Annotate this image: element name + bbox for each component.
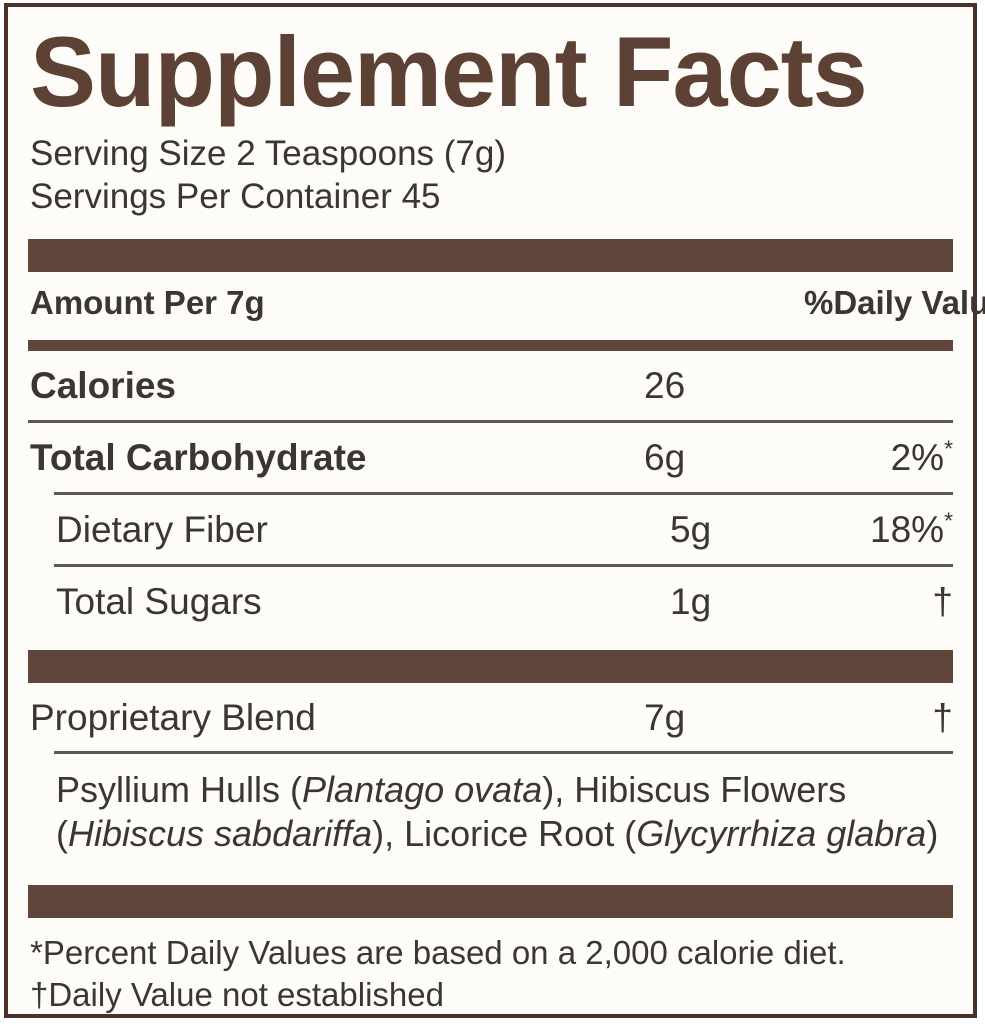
page-title: Supplement Facts	[30, 16, 868, 127]
rule-above-ingredients	[54, 750, 953, 754]
nutrient-amount-total-carbohydrate: 6g	[644, 436, 686, 478]
nutrient-name-total-carbohydrate: Total Carbohydrate	[30, 436, 367, 478]
footnote-percent-daily-value: *Percent Daily Values are based on a 2,0…	[30, 934, 846, 972]
ingredient-botanical-name: Plantago ovata	[302, 768, 543, 810]
blend-name: Proprietary Blend	[30, 696, 316, 738]
ingredient-common-name: ), Hibiscus Flowers (	[56, 768, 847, 855]
dv-marker-total-sugars: †	[932, 580, 953, 622]
footnote-daily-value-not-established: †Daily Value not established	[30, 976, 444, 1014]
table-row-calories: Calories 26	[28, 351, 953, 420]
supplement-facts-content: Supplement Facts Serving Size 2 Teaspoon…	[8, 7, 985, 1016]
table-row-dietary-fiber: Dietary Fiber 5g 18%*	[28, 495, 953, 564]
table-header-row: Amount Per 7g %Daily Value	[28, 272, 985, 332]
medium-separator-bar	[28, 339, 953, 351]
table-row-total-sugars: Total Sugars 1g †	[28, 567, 953, 636]
dv-marker-total-carbohydrate: *	[944, 435, 953, 462]
serving-size-text: Serving Size 2 Teaspoons (7g)	[30, 134, 507, 174]
nutrient-amount-dietary-fiber: 5g	[670, 508, 712, 550]
nutrient-name-calories: Calories	[30, 364, 177, 406]
serving-info: Serving Size 2 Teaspoons (7g) Servings P…	[28, 120, 953, 219]
amount-per-serving-label: Amount Per 7g	[30, 283, 265, 321]
ingredient-common-name: )	[926, 813, 939, 855]
table-row-proprietary-blend: Proprietary Blend 7g †	[28, 683, 953, 751]
ingredient-common-name: ), Licorice Root (	[372, 813, 637, 855]
blend-dv-marker: †	[932, 696, 953, 738]
daily-value-header-label: %Daily Value	[804, 283, 985, 321]
nutrient-dv-dietary-fiber: 18%*	[830, 509, 953, 551]
dv-value-dietary-fiber: 18%	[870, 508, 945, 550]
ingredient-common-name: Psyllium Hulls (	[56, 768, 303, 810]
ingredient-botanical-name: Glycyrrhiza glabra	[636, 813, 927, 855]
dv-marker-dietary-fiber: *	[944, 507, 953, 534]
nutrient-name-dietary-fiber: Dietary Fiber	[56, 508, 268, 550]
dv-value-total-carbohydrate: 2%	[890, 436, 945, 478]
rule-above-total-sugars	[54, 563, 953, 567]
thick-separator-bar-blend	[28, 649, 953, 683]
table-row-total-carbohydrate: Total Carbohydrate 6g 2%*	[28, 423, 953, 492]
rule-above-total-carbohydrate	[28, 419, 953, 423]
thick-separator-bar-bottom	[28, 885, 953, 919]
nutrient-amount-total-sugars: 1g	[670, 580, 712, 622]
supplement-facts-panel: Supplement Facts Serving Size 2 Teaspoon…	[4, 3, 985, 1018]
ingredients-list: Psyllium Hulls (Plantago ovata), Hibiscu…	[28, 754, 953, 869]
rule-above-dietary-fiber	[54, 491, 953, 495]
blend-dv: †	[804, 697, 953, 739]
thick-separator-bar-top	[28, 238, 953, 272]
nutrient-amount-calories: 26	[644, 364, 686, 406]
nutrient-dv-total-sugars: †	[830, 581, 953, 623]
servings-per-container-text: Servings Per Container 45	[30, 177, 441, 217]
nutrient-name-total-sugars: Total Sugars	[56, 580, 262, 622]
footnotes-block: *Percent Daily Values are based on a 2,0…	[28, 918, 953, 1016]
nutrient-dv-total-carbohydrate: 2%*	[804, 437, 953, 479]
ingredient-botanical-name: Hibiscus sabdariffa	[68, 813, 373, 855]
blend-amount: 7g	[644, 696, 686, 738]
